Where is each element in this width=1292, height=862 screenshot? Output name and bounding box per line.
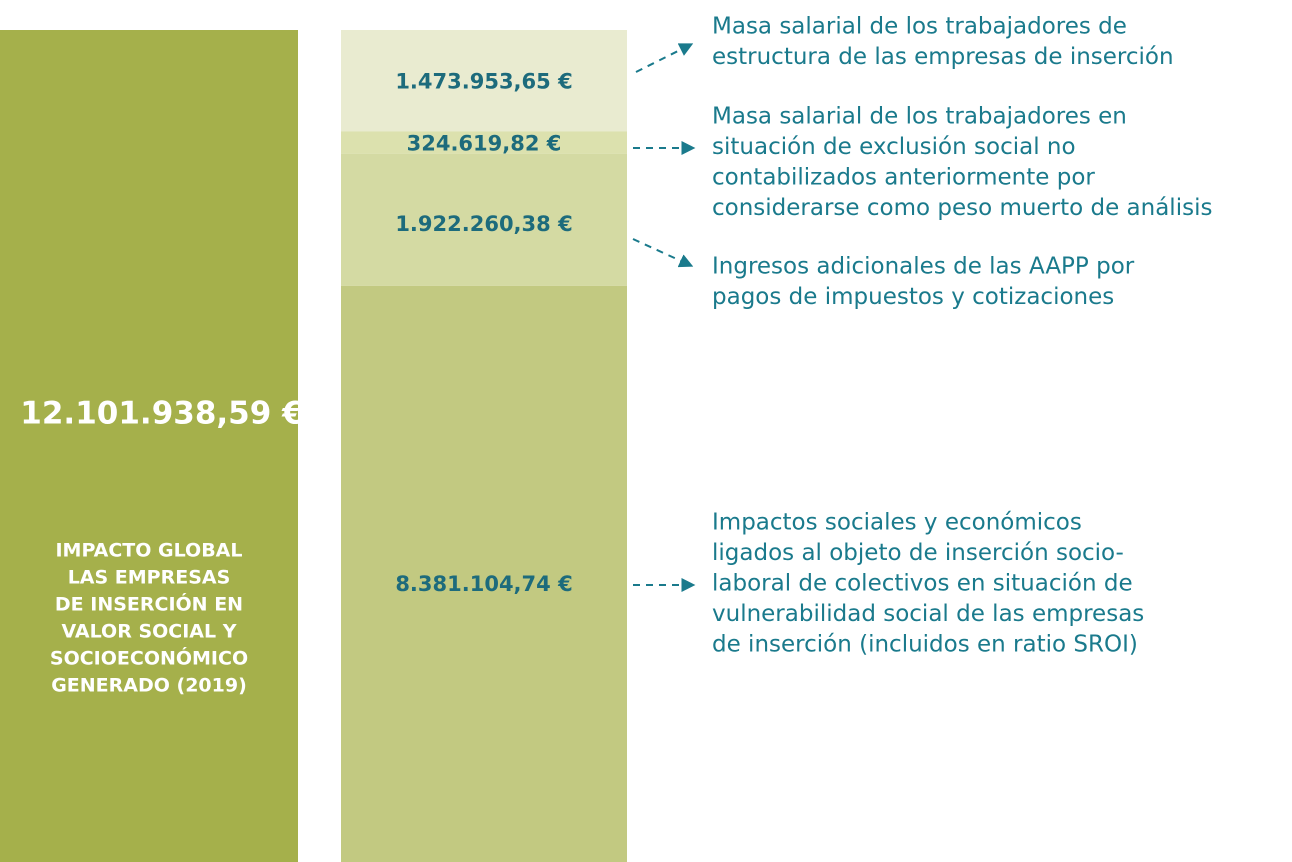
annotation-line: contabilizados anteriormente por	[712, 165, 1095, 191]
arrow	[632, 238, 694, 268]
title-line: DE INSERCIÓN EN	[55, 592, 243, 616]
annotation-line: de inserción (incluidos en ratio SROI)	[712, 632, 1138, 658]
segment-label: 8.381.104,74 €	[395, 572, 572, 596]
annotation-line: Impactos sociales y económicos	[712, 510, 1082, 536]
annotation-line: pagos de impuestos y cotizaciones	[712, 284, 1114, 310]
title-line: SOCIOECONÓMICO	[50, 646, 248, 670]
title-line: GENERADO (2019)	[51, 675, 247, 697]
segment-label: 324.619,82 €	[407, 131, 562, 155]
title-line: IMPACTO GLOBAL	[55, 540, 242, 562]
annotation-line: considerarse como peso muerto de análisi…	[712, 195, 1212, 221]
segment	[341, 153, 627, 286]
arrow	[635, 43, 694, 73]
total-bar	[0, 30, 298, 862]
segment-label: 1.922.260,38 €	[395, 212, 572, 236]
annotation-line: Masa salarial de los trabajadores de	[712, 14, 1127, 40]
annotation-line: ligados al objeto de inserción socio-	[712, 540, 1124, 566]
segment-label: 1.473.953,65 €	[395, 70, 572, 94]
segment	[341, 285, 627, 862]
annotation-line: estructura de las empresas de inserción	[712, 44, 1174, 70]
annotation-line: situación de exclusión social no	[712, 134, 1076, 160]
title-line: VALOR SOCIAL Y	[62, 621, 237, 643]
annotation-line: laboral de colectivos en situación de	[712, 571, 1133, 597]
annotation-line: Masa salarial de los trabajadores en	[712, 104, 1127, 130]
segment	[341, 30, 627, 132]
annotation-line: Ingresos adicionales de las AAPP por	[712, 254, 1135, 280]
title-line: LAS EMPRESAS	[68, 567, 231, 589]
annotation-line: vulnerabilidad social de las empresas	[712, 601, 1144, 627]
segment	[341, 131, 627, 154]
total-label: 12.101.938,59 €	[20, 396, 303, 432]
